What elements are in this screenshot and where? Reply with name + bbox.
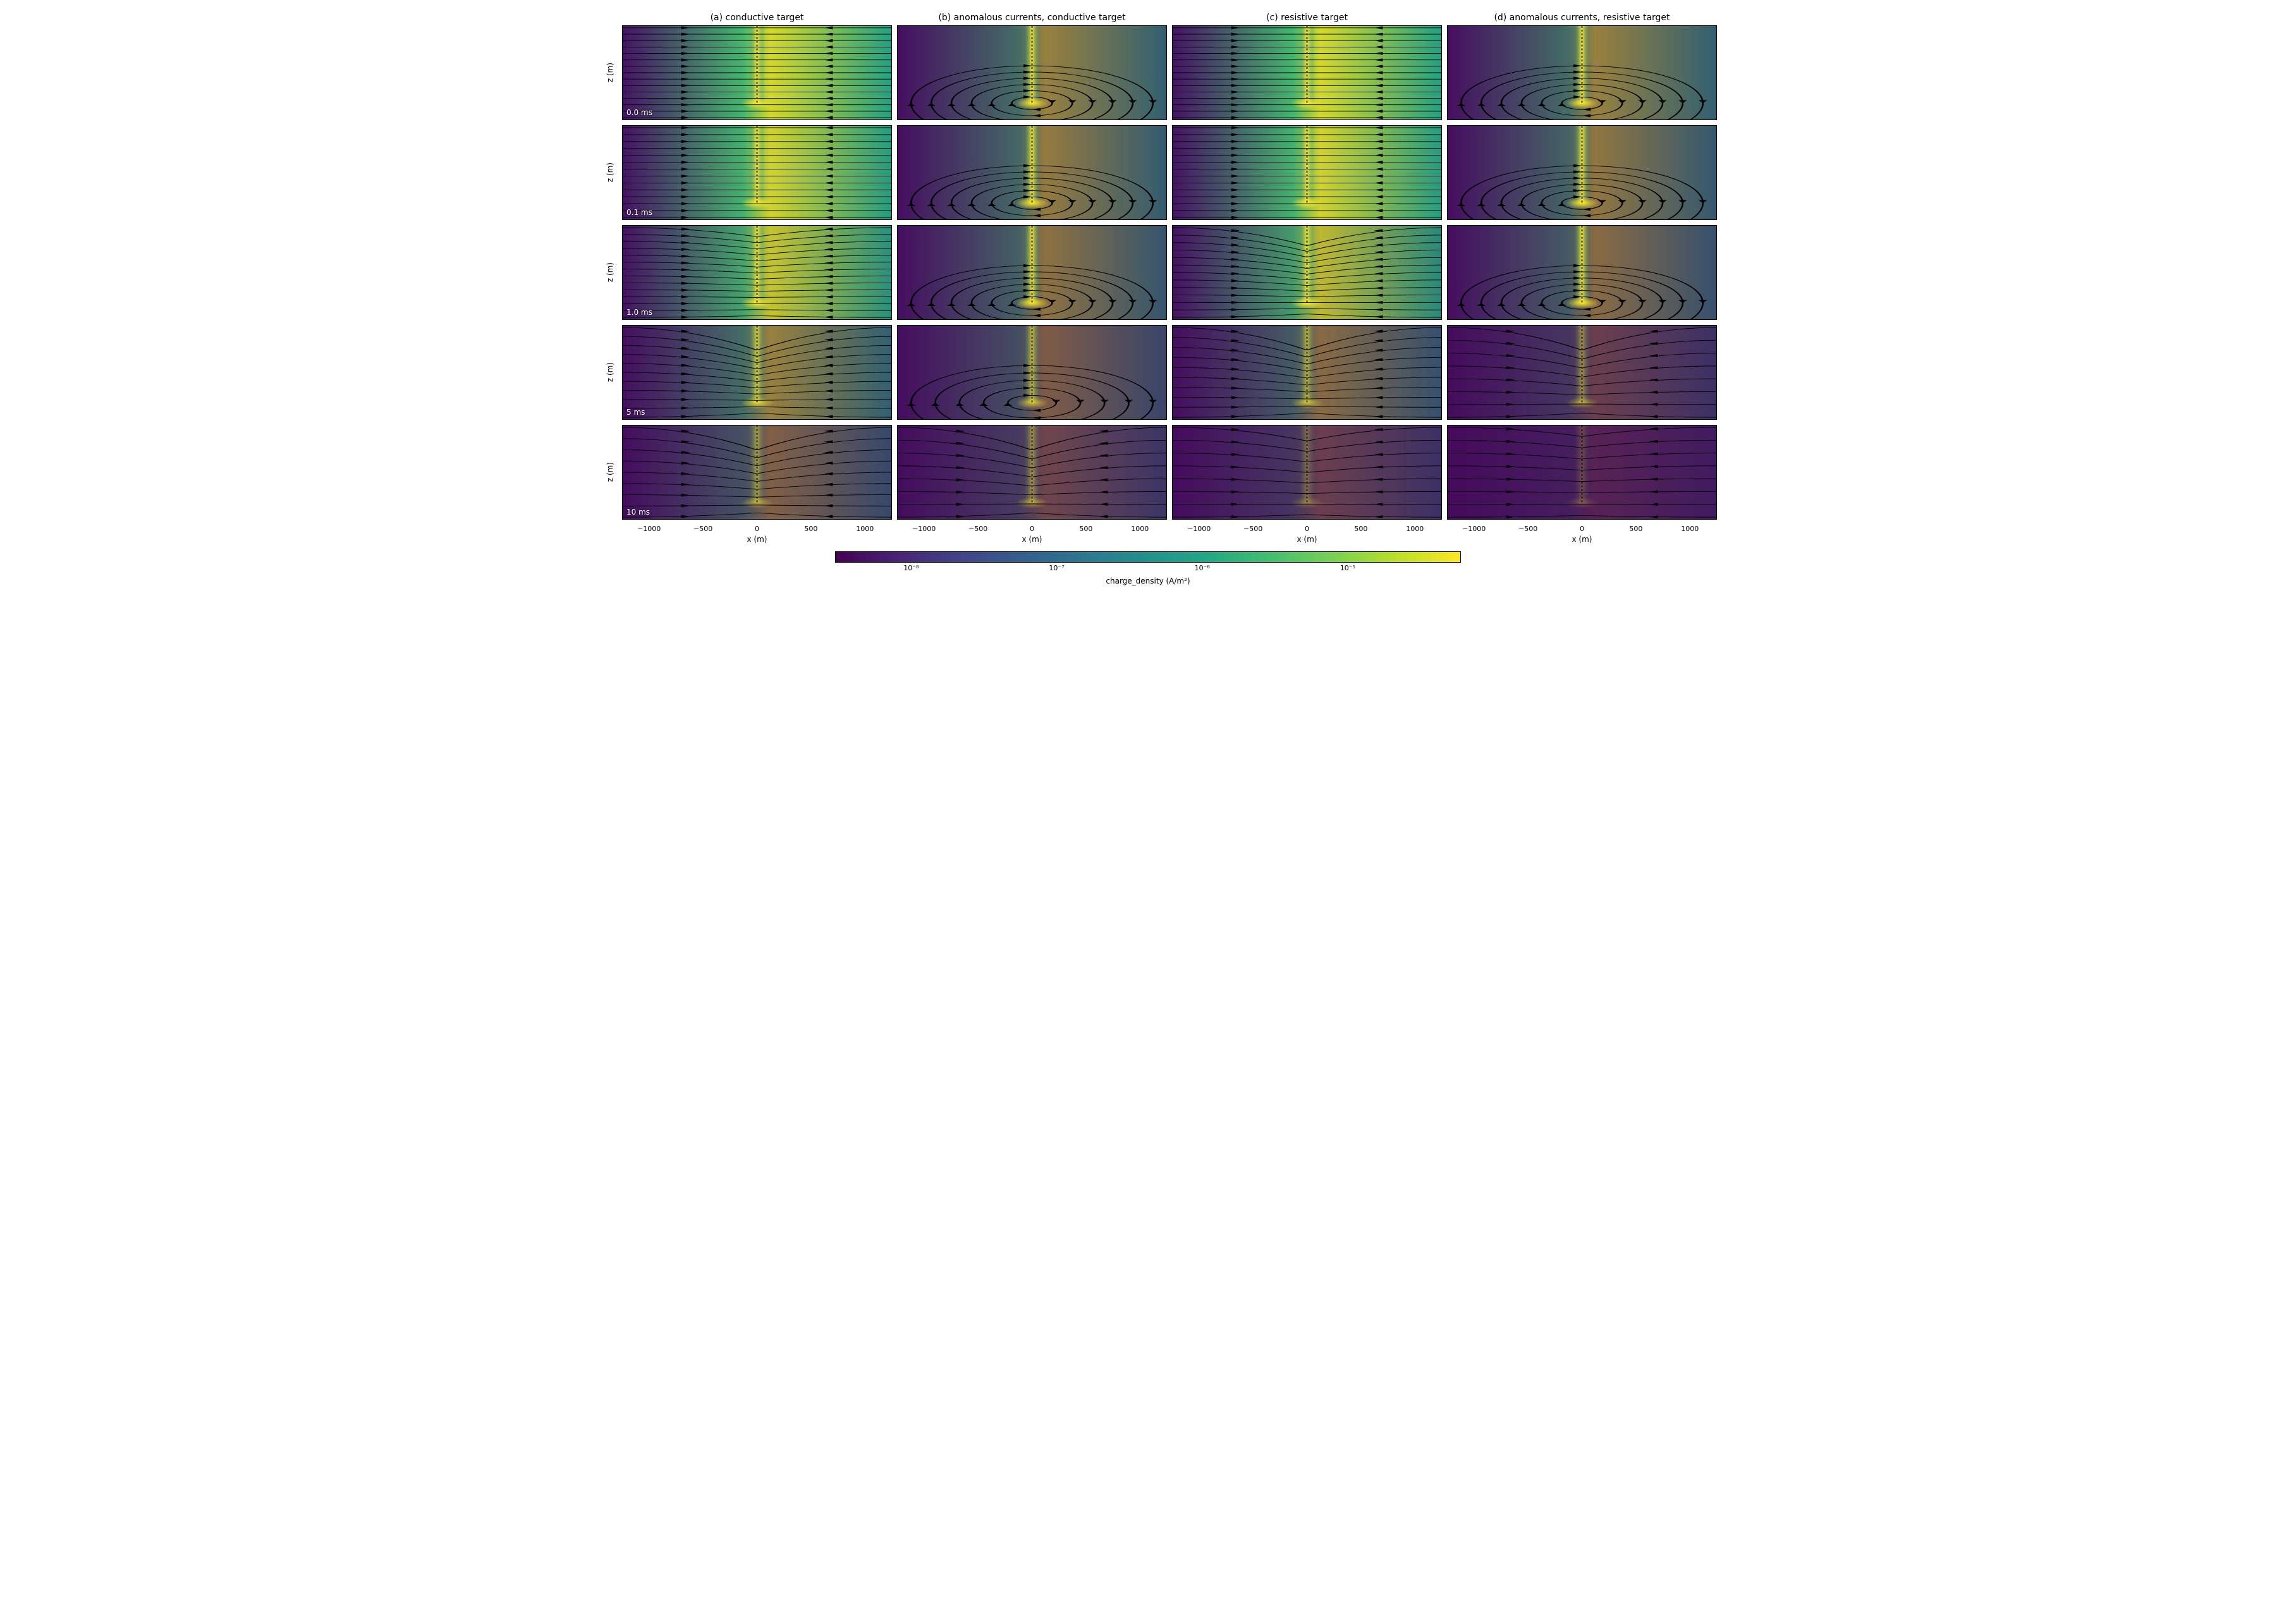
ylabel-cell: z (m) — [579, 425, 617, 520]
panel-r3-cc — [1172, 325, 1442, 420]
colorbar-label: charge_density (A/m²) — [835, 577, 1461, 585]
panel-r1-cb — [897, 125, 1167, 220]
y-axis-label: z (m) — [606, 462, 614, 482]
xlabel-cell: −1000−50005001000x (m) — [1172, 525, 1442, 544]
x-axis-label: x (m) — [1172, 535, 1442, 544]
colorbar-tick: 10⁻⁵ — [1340, 564, 1355, 572]
column-titles-row: (a) conductive target (b) anomalous curr… — [579, 13, 1717, 23]
y-axis-label: z (m) — [606, 162, 614, 182]
panel-r0-cb — [897, 25, 1167, 120]
column-title-d: (d) anomalous currents, resistive target — [1447, 13, 1717, 23]
y-axis-label: z (m) — [606, 63, 614, 82]
panel-r0-ca: 0−250−500−750−1000 — [622, 25, 892, 120]
ylabel-cell: z (m) — [579, 125, 617, 220]
panel-r0-cd — [1447, 25, 1717, 120]
y-axis-label: z (m) — [606, 362, 614, 382]
timestamp-label: 10 ms — [626, 508, 650, 517]
ylabel-cell: z (m) — [579, 25, 617, 120]
panel-r1-cc — [1172, 125, 1442, 220]
panel-r4-cd — [1447, 425, 1717, 520]
colorbar-tick: 10⁻⁸ — [903, 564, 919, 572]
panel-r2-ca: 0−250−500−750−1000 — [622, 225, 892, 320]
xlabel-cell: −1000−50005001000x (m) — [897, 525, 1167, 544]
colorbar-ticks: 10⁻⁸ 10⁻⁷ 10⁻⁶ 10⁻⁵ — [835, 564, 1461, 574]
panel-r1-ca: 0−250−500−750−1000 — [622, 125, 892, 220]
timestamp-label: 1.0 ms — [626, 308, 652, 317]
timestamp-label: 5 ms — [626, 408, 645, 417]
column-title-c: (c) resistive target — [1172, 13, 1442, 23]
ylabel-cell: z (m) — [579, 325, 617, 420]
timestamp-label: 0.1 ms — [626, 208, 652, 217]
panel-r1-cd — [1447, 125, 1717, 220]
x-axis-label: x (m) — [1447, 535, 1717, 544]
y-axis-label: z (m) — [606, 262, 614, 282]
panel-grid: z (m) 0−250−500−750−1000 — [579, 25, 1717, 544]
colorbar-tick: 10⁻⁷ — [1049, 564, 1064, 572]
panel-r3-ca: 0−250−500−750−1000 — [622, 325, 892, 420]
figure: (a) conductive target (b) anomalous curr… — [579, 13, 1717, 585]
panel-r4-ca: 0−250−500−750−1000 — [622, 425, 892, 520]
column-title-a: (a) conductive target — [622, 13, 892, 23]
panel-r4-cc — [1172, 425, 1442, 520]
timestamp-label: 0.0 ms — [626, 108, 652, 117]
column-title-b: (b) anomalous currents, conductive targe… — [897, 13, 1167, 23]
panel-r3-cb — [897, 325, 1167, 420]
xlabel-cell: −1000−50005001000x (m) — [622, 525, 892, 544]
panel-r2-cc — [1172, 225, 1442, 320]
colorbar — [835, 551, 1461, 563]
panel-r2-cb — [897, 225, 1167, 320]
xlabel-cell: −1000−50005001000x (m) — [1447, 525, 1717, 544]
panel-r4-cb — [897, 425, 1167, 520]
colorbar-tick: 10⁻⁶ — [1195, 564, 1210, 572]
ylabel-cell: z (m) — [579, 225, 617, 320]
panel-r3-cd — [1447, 325, 1717, 420]
x-axis-label: x (m) — [622, 535, 892, 544]
colorbar-container: 10⁻⁸ 10⁻⁷ 10⁻⁶ 10⁻⁵ charge_density (A/m²) — [579, 551, 1717, 585]
panel-r2-cd — [1447, 225, 1717, 320]
panel-r0-cc — [1172, 25, 1442, 120]
x-axis-label: x (m) — [897, 535, 1167, 544]
